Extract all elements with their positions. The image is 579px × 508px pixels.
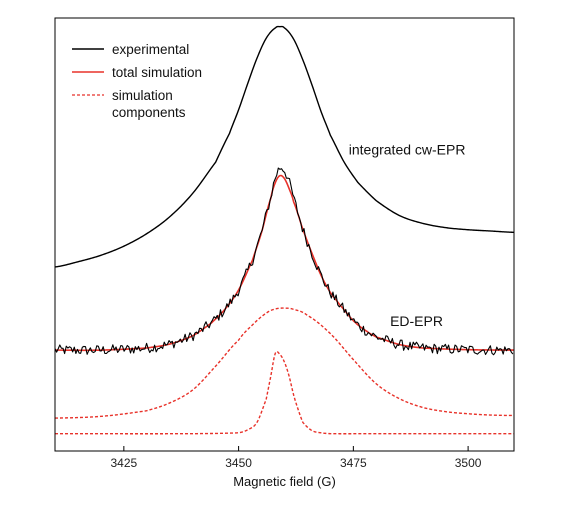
series-line-simulation-component-broad — [55, 307, 514, 419]
x-tick-label: 3450 — [225, 456, 252, 470]
legend-label-experimental: experimental — [112, 42, 189, 57]
x-tick-label: 3500 — [455, 456, 482, 470]
legend: experimental total simulation simulation… — [72, 42, 202, 120]
x-tick-label: 3425 — [110, 456, 137, 470]
x-axis: 3425 3450 3475 3500 — [110, 446, 482, 470]
series-line-ed-epr-experimental — [55, 167, 514, 356]
series-line-ed-epr-total-simulation — [55, 174, 514, 352]
series-layer — [55, 25, 514, 435]
annotation-integrated-cw-epr: integrated cw-EPR — [349, 141, 466, 157]
x-tick-label: 3475 — [340, 456, 367, 470]
annotation-ed-epr: ED-EPR — [390, 313, 443, 329]
legend-label-components: components — [112, 105, 186, 120]
legend-label-total-simulation: total simulation — [112, 65, 202, 80]
legend-label-simulation: simulation — [112, 88, 173, 103]
plot-frame — [54, 17, 515, 452]
series-line-simulation-component-narrow — [55, 350, 514, 435]
x-axis-label: Magnetic field (G) — [233, 474, 336, 489]
series-line-integrated-cw-epr — [55, 25, 514, 268]
